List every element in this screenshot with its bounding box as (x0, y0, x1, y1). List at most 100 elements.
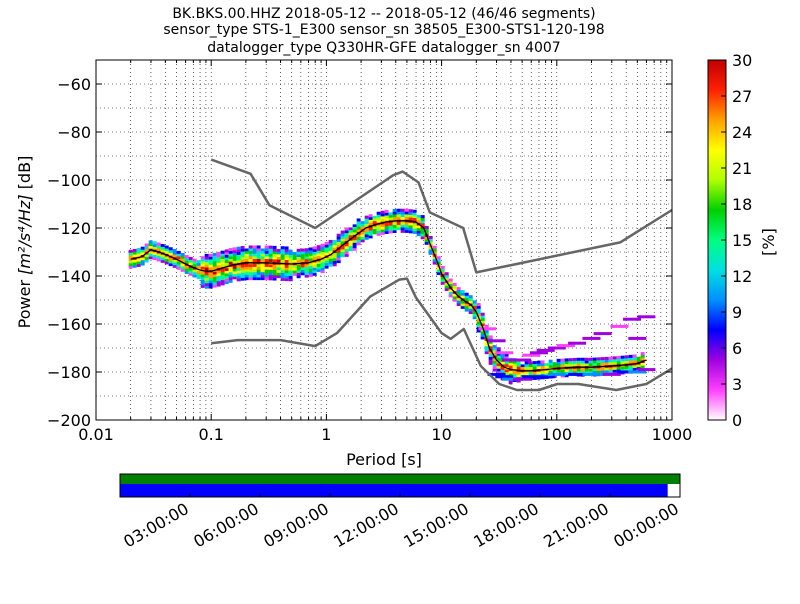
heatmap-cell (588, 357, 593, 361)
x-tick-label: 1 (321, 425, 331, 444)
heatmap-cell (288, 257, 293, 261)
heatmap-cell (472, 303, 477, 307)
heatmap-cell (300, 248, 305, 252)
heatmap-cell (320, 259, 325, 263)
heatmap-cell (204, 253, 209, 257)
heatmap-cell (252, 277, 257, 281)
heatmap-cell (168, 260, 173, 264)
heatmap-cell (476, 305, 481, 309)
heatmap-cell (464, 305, 469, 309)
heatmap-cell (637, 315, 656, 319)
y-tick-label: −180 (47, 363, 91, 382)
heatmap-cell (360, 226, 365, 230)
heatmap-cell (168, 252, 173, 256)
heatmap-cell (560, 363, 565, 367)
heatmap-cell (456, 289, 461, 293)
heatmap-cell (212, 258, 217, 262)
heatmap-cell (332, 247, 337, 251)
heatmap-cell (420, 236, 425, 240)
heatmap-cell (308, 271, 313, 275)
heatmap-cell (272, 264, 277, 268)
heatmap-cell (452, 282, 457, 286)
heatmap-cell (548, 370, 553, 374)
heatmap-cell (580, 357, 585, 361)
heatmap-cell (340, 238, 345, 242)
heatmap-cell (364, 215, 369, 219)
heatmap-cell (236, 246, 241, 250)
heatmap-cell (208, 282, 213, 286)
heatmap-cell (144, 243, 149, 247)
heatmap-cell (216, 254, 221, 258)
heatmap-cell (368, 216, 373, 220)
heatmap-cell (516, 361, 521, 365)
heatmap-cell (496, 363, 501, 367)
heatmap-cell (244, 248, 249, 252)
heatmap-cell (560, 358, 565, 362)
title-line-1: BK.BKS.00.HHZ 2018-05-12 -- 2018-05-12 (… (172, 6, 595, 22)
heatmap-cell (348, 250, 353, 254)
heatmap-cell (420, 223, 425, 227)
heatmap-cell (332, 258, 337, 262)
heatmap-cell (472, 316, 477, 320)
heatmap-cell (272, 251, 277, 255)
heatmap-cell (148, 250, 153, 254)
heatmap-cell (224, 252, 229, 256)
heatmap-cell (364, 223, 369, 227)
heatmap-cell (608, 369, 613, 373)
heatmap-cell (468, 295, 473, 299)
heatmap-cell (316, 268, 321, 272)
availability-top-bar (120, 474, 680, 484)
heatmap-cell (604, 367, 609, 371)
heatmap-cell (232, 273, 237, 277)
heatmap-cell (272, 277, 277, 281)
heatmap-cell (324, 244, 329, 248)
heatmap-cell (296, 254, 301, 258)
heatmap-cell (312, 251, 317, 255)
heatmap-cell (608, 367, 613, 371)
heatmap-cell (320, 262, 325, 266)
x-tick-label: 1000 (652, 425, 693, 444)
heatmap-cell (248, 245, 253, 249)
heatmap-cell (224, 270, 229, 274)
data-availability-panel: 03:00:0006:00:0009:00:0012:00:0015:00:00… (119, 473, 682, 551)
heatmap-cell (288, 273, 293, 277)
heatmap-cell (436, 261, 441, 265)
heatmap-cell (404, 214, 409, 218)
heatmap-cell (396, 208, 401, 212)
colorbar-tick-label: 27 (732, 87, 752, 106)
heatmap-cell (556, 358, 561, 362)
heatmap-cell (336, 257, 341, 261)
heatmap-cell (280, 272, 285, 276)
heatmap-cell (416, 233, 421, 237)
heatmap-cell (400, 214, 405, 218)
heatmap-cell (328, 255, 333, 259)
heatmap-cell (268, 256, 273, 260)
colorbar-label: [%] (759, 228, 778, 256)
heatmap-cell (480, 312, 485, 316)
heatmap-cell (576, 363, 581, 367)
availability-tick-label: 18:00:00 (470, 499, 542, 551)
heatmap-cell (488, 343, 493, 347)
heatmap-cell (356, 218, 361, 222)
heatmap-cell (596, 362, 601, 366)
heatmap-cell (284, 278, 289, 282)
heatmap-cell (460, 295, 465, 299)
heatmap-cell (480, 333, 485, 337)
heatmap-cell (512, 360, 517, 364)
heatmap-cell (452, 298, 457, 302)
heatmap-cell (272, 259, 277, 263)
availability-bottom-bar (120, 484, 668, 497)
heatmap-cell (296, 275, 301, 279)
heatmap-cell (372, 228, 377, 232)
heatmap-cell (513, 358, 532, 362)
heatmap-cell (560, 369, 565, 373)
heatmap-cell (612, 366, 617, 370)
availability-tick-label: 06:00:00 (190, 499, 262, 551)
heatmap-cell (404, 208, 409, 212)
heatmap-cell (316, 266, 321, 270)
heatmap-cell (140, 249, 145, 253)
y-tick-label: −100 (47, 171, 91, 190)
heatmap-cell (348, 227, 353, 231)
heatmap-cell (236, 259, 241, 263)
heatmap-cell (244, 258, 249, 262)
